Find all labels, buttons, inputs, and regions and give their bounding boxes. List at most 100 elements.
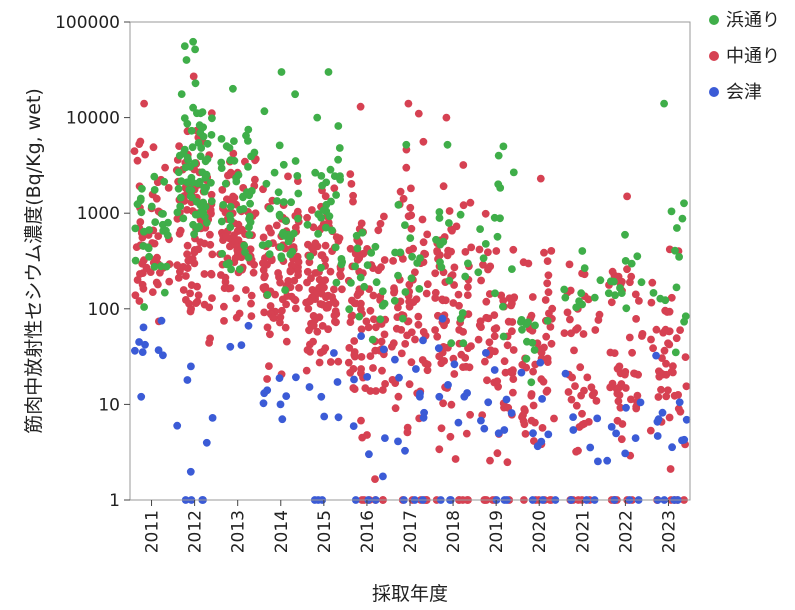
plot-points [130, 37, 691, 504]
data-point [335, 144, 344, 152]
data-point [583, 373, 592, 382]
data-point [289, 229, 298, 238]
data-point [509, 245, 518, 254]
data-point [612, 429, 620, 438]
data-point [180, 42, 189, 50]
data-point [160, 288, 169, 297]
data-point [187, 126, 196, 135]
data-point [308, 206, 316, 214]
data-point [625, 333, 634, 342]
data-point [245, 230, 254, 239]
data-point [572, 447, 580, 456]
data-point [622, 304, 631, 313]
data-point [518, 360, 527, 369]
data-point [303, 346, 312, 354]
data-point [177, 177, 186, 186]
data-point [435, 392, 444, 401]
data-point [247, 291, 256, 300]
data-point [291, 304, 300, 313]
data-point [247, 299, 255, 308]
data-point [326, 165, 335, 174]
data-point [279, 198, 288, 206]
data-point [416, 254, 424, 262]
data-point [183, 264, 192, 272]
data-point [494, 429, 503, 438]
data-point [631, 290, 640, 299]
data-point [175, 151, 184, 160]
data-point [569, 413, 577, 421]
data-point [277, 68, 286, 76]
data-point [491, 289, 499, 298]
data-point [401, 221, 409, 230]
data-point [414, 320, 423, 329]
data-point [152, 194, 161, 203]
data-point [237, 341, 246, 349]
data-point [436, 258, 444, 267]
data-point [447, 339, 456, 348]
data-point [348, 311, 357, 320]
y-axis: 1 10 100 1000 10000 100000 [55, 13, 130, 511]
data-point [174, 184, 183, 193]
data-point [671, 348, 680, 357]
data-point [419, 336, 427, 345]
data-point [347, 180, 356, 188]
data-point [173, 208, 182, 217]
data-point [418, 215, 427, 224]
data-point [282, 217, 290, 225]
data-point [291, 90, 299, 99]
data-point [138, 280, 147, 289]
data-point [611, 291, 619, 300]
data-point [647, 335, 655, 344]
data-point [162, 262, 171, 271]
data-point [636, 398, 645, 407]
data-point [610, 349, 619, 357]
data-point [654, 393, 663, 401]
data-point [205, 303, 214, 312]
data-point [265, 362, 273, 370]
data-point [497, 291, 506, 300]
data-point [454, 290, 463, 299]
data-point [174, 274, 183, 282]
data-point [161, 163, 170, 172]
data-point [388, 342, 396, 351]
data-point [434, 344, 443, 353]
data-point [140, 303, 149, 311]
data-point [667, 207, 676, 216]
data-point [538, 395, 546, 403]
data-point [158, 210, 166, 218]
data-point [136, 270, 144, 278]
data-point [531, 321, 539, 330]
data-point [337, 255, 346, 263]
data-point [368, 335, 377, 344]
data-point [319, 206, 328, 215]
data-point [249, 268, 258, 277]
data-point [561, 293, 570, 302]
data-point [407, 358, 416, 367]
data-point [239, 205, 248, 213]
data-point [667, 367, 676, 376]
data-point [536, 174, 545, 183]
data-point [242, 131, 250, 140]
data-point [579, 330, 588, 338]
data-point [244, 321, 253, 330]
data-point [250, 148, 259, 157]
data-point [476, 317, 485, 326]
data-point [208, 250, 217, 259]
data-point [330, 285, 338, 294]
data-point [295, 284, 303, 292]
data-point [217, 217, 226, 226]
data-point [332, 191, 340, 199]
data-point [506, 367, 515, 376]
data-point [338, 285, 346, 294]
data-point [200, 187, 209, 196]
data-point [363, 431, 371, 439]
data-point [411, 268, 419, 277]
data-point [191, 45, 200, 54]
legend-label: 会津 [726, 82, 762, 103]
data-point [330, 349, 338, 357]
data-point [321, 241, 330, 250]
data-point [142, 263, 151, 272]
data-point [524, 259, 533, 268]
x-tick-label: 2021 [573, 510, 593, 553]
data-point [481, 357, 489, 366]
